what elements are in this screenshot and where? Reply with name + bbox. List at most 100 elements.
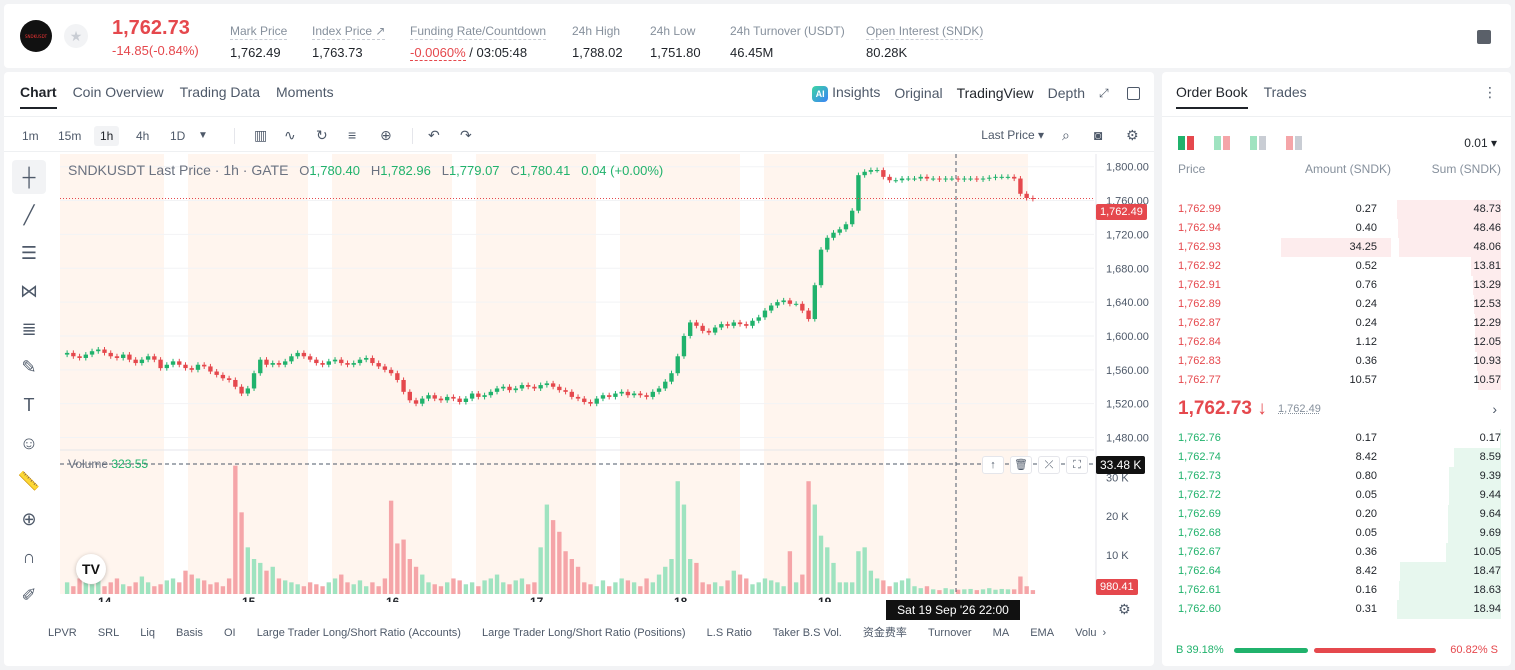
brush-icon[interactable]: ✎: [21, 357, 37, 377]
horizontal-lines-icon[interactable]: ☰: [20, 243, 38, 263]
ask-row[interactable]: 1,762.83 0.36 10.93: [1162, 352, 1511, 371]
ask-row[interactable]: 1,762.91 0.76 13.29: [1162, 276, 1511, 295]
indicator-lpvr[interactable]: LPVR: [48, 627, 77, 639]
add-indicator-icon[interactable]: ⊕: [380, 127, 392, 143]
timeframe-1h[interactable]: 1h: [94, 126, 120, 146]
maximize-pane-icon[interactable]: ⛶: [1066, 456, 1088, 474]
ask-row[interactable]: 1,762.77 10.57 10.57: [1162, 371, 1511, 390]
layout-bids-icon[interactable]: [1250, 136, 1266, 150]
pencil-icon[interactable]: ✐: [21, 585, 37, 605]
candle-type-icon[interactable]: ▥: [254, 127, 268, 143]
precision-select[interactable]: 0.01 ▾: [1464, 136, 1497, 150]
stat-mark-price[interactable]: Mark Price 1,762.49: [230, 22, 288, 60]
timeframe-1m[interactable]: 1m: [22, 129, 39, 143]
indicator-srl[interactable]: SRL: [97, 627, 120, 639]
indicator-ma[interactable]: MA: [992, 627, 1010, 639]
indicators-icon[interactable]: ∿: [284, 127, 296, 143]
settings-gear-icon[interactable]: ⚙: [1126, 127, 1139, 143]
stat-open-interest[interactable]: Open Interest (SNDK) 80.28K: [866, 22, 984, 60]
ask-amount: 0.40: [1355, 222, 1377, 234]
emoji-icon[interactable]: ☺: [19, 433, 39, 453]
bid-row[interactable]: 1,762.67 0.36 10.05: [1162, 543, 1511, 562]
expand-icon[interactable]: ⤢: [1099, 86, 1109, 100]
bid-row[interactable]: 1,762.72 0.05 9.44: [1162, 486, 1511, 505]
indicator-funding[interactable]: 资金费率: [862, 627, 907, 639]
tab-moments[interactable]: Moments: [276, 84, 334, 100]
bid-row[interactable]: 1,762.61 0.16 18.63: [1162, 581, 1511, 600]
text-icon[interactable]: T: [23, 395, 35, 415]
chevron-right-icon[interactable]: ›: [1492, 401, 1497, 417]
view-tradingview[interactable]: TradingView: [956, 85, 1034, 101]
bid-row[interactable]: 1,762.74 8.42 8.59: [1162, 448, 1511, 467]
insights-button[interactable]: AI Insights: [812, 84, 880, 102]
stat-funding-rate[interactable]: Funding Rate/Countdown -0.0060% / 03:05:…: [410, 22, 547, 61]
layout-asks-icon[interactable]: [1214, 136, 1230, 150]
ruler-icon[interactable]: 📏: [17, 471, 41, 491]
ask-row[interactable]: 1,762.89 0.24 12.53: [1162, 295, 1511, 314]
indicator-basis[interactable]: Basis: [176, 627, 203, 639]
chart-settings-icon[interactable]: ⚙: [1118, 601, 1131, 617]
bid-row[interactable]: 1,762.76 0.17 0.17: [1162, 429, 1511, 448]
indicator-ema[interactable]: EMA: [1030, 627, 1055, 639]
indicator-ls-positions[interactable]: Large Trader Long/Short Ratio (Positions…: [481, 627, 686, 639]
tab-order-book[interactable]: Order Book: [1176, 84, 1248, 109]
maximize-icon[interactable]: [1127, 86, 1140, 100]
bid-row[interactable]: 1,762.73 0.80 9.39: [1162, 467, 1511, 486]
bid-row[interactable]: 1,762.60 0.31 18.94: [1162, 600, 1511, 619]
bid-row[interactable]: 1,762.69 0.20 9.64: [1162, 505, 1511, 524]
ask-row[interactable]: 1,762.93 34.25 48.06: [1162, 238, 1511, 257]
search-icon[interactable]: ⌕: [1062, 127, 1070, 143]
timeframe-dropdown-icon[interactable]: ▼: [198, 130, 208, 141]
delete-icon[interactable]: 🗑: [1010, 456, 1032, 474]
indicator-turnover[interactable]: Turnover: [927, 627, 972, 639]
timeframe-4h[interactable]: 4h: [136, 129, 150, 143]
more-menu-icon[interactable]: ⋮: [1483, 84, 1497, 100]
crosshair-icon[interactable]: ┼: [12, 160, 46, 194]
indicator-liq[interactable]: Liq: [140, 627, 155, 639]
move-up-icon[interactable]: ↑: [982, 456, 1004, 474]
bid-row[interactable]: 1,762.64 8.42 18.47: [1162, 562, 1511, 581]
price-type-select[interactable]: Last Price ▾: [981, 128, 1044, 142]
timeframe-15m[interactable]: 15m: [58, 129, 82, 143]
indicator-oi[interactable]: OI: [224, 627, 236, 639]
collapse-icon[interactable]: ⤫: [1038, 456, 1060, 474]
tab-trading-data[interactable]: Trading Data: [179, 84, 261, 100]
tab-trades[interactable]: Trades: [1263, 84, 1307, 100]
ask-row[interactable]: 1,762.87 0.24 12.29: [1162, 314, 1511, 333]
indicator-ls-accounts[interactable]: Large Trader Long/Short Ratio (Accounts): [256, 627, 461, 639]
trendline-icon[interactable]: ╱: [23, 205, 35, 225]
stat-index-price[interactable]: Index Price ↗ 1,763.73: [312, 22, 386, 60]
tab-coin-overview[interactable]: Coin Overview: [72, 84, 164, 100]
view-original[interactable]: Original: [894, 85, 943, 101]
timeframe-1d[interactable]: 1D: [170, 129, 186, 143]
indicator-scroll-icon[interactable]: ›: [1102, 627, 1107, 639]
favorite-star-icon[interactable]: ★: [64, 24, 88, 48]
layout-sells-icon[interactable]: [1286, 136, 1302, 150]
price-chart[interactable]: 1,800.001,760.001,720.001,680.001,640.00…: [60, 154, 1150, 602]
ask-row[interactable]: 1,762.99 0.27 48.73: [1162, 200, 1511, 219]
fib-icon[interactable]: ≣: [21, 319, 37, 339]
indicator-taker-vol[interactable]: Taker B.S Vol.: [772, 627, 842, 639]
redo-icon[interactable]: ↷: [460, 127, 472, 143]
tab-chart[interactable]: Chart: [20, 84, 57, 109]
pattern-icon[interactable]: ⋈: [20, 281, 38, 301]
ask-row[interactable]: 1,762.92 0.52 13.81: [1162, 257, 1511, 276]
book-icon[interactable]: [1477, 30, 1491, 44]
layout-both-icon[interactable]: [1178, 136, 1194, 150]
ask-row[interactable]: 1,762.84 1.12 12.05: [1162, 333, 1511, 352]
camera-icon[interactable]: ◙: [1094, 127, 1103, 143]
templates-icon[interactable]: ≡: [348, 127, 357, 143]
magnet-icon[interactable]: ∩: [22, 547, 36, 567]
undo-icon[interactable]: ↶: [428, 127, 440, 143]
indicator-volume[interactable]: Volu: [1075, 627, 1097, 639]
tradingview-logo[interactable]: TV: [76, 554, 106, 584]
zoom-in-icon[interactable]: ⊕: [21, 509, 37, 529]
view-depth[interactable]: Depth: [1047, 85, 1085, 101]
ohlc-open: 1,780.40: [309, 163, 361, 178]
replay-icon[interactable]: ↻: [316, 127, 328, 143]
bid-row[interactable]: 1,762.68 0.05 9.69: [1162, 524, 1511, 543]
indicator-ls-ratio[interactable]: L.S Ratio: [706, 627, 752, 639]
ask-row[interactable]: 1,762.94 0.40 48.46: [1162, 219, 1511, 238]
volume-bar: [619, 578, 624, 594]
candle-body: [974, 178, 979, 180]
